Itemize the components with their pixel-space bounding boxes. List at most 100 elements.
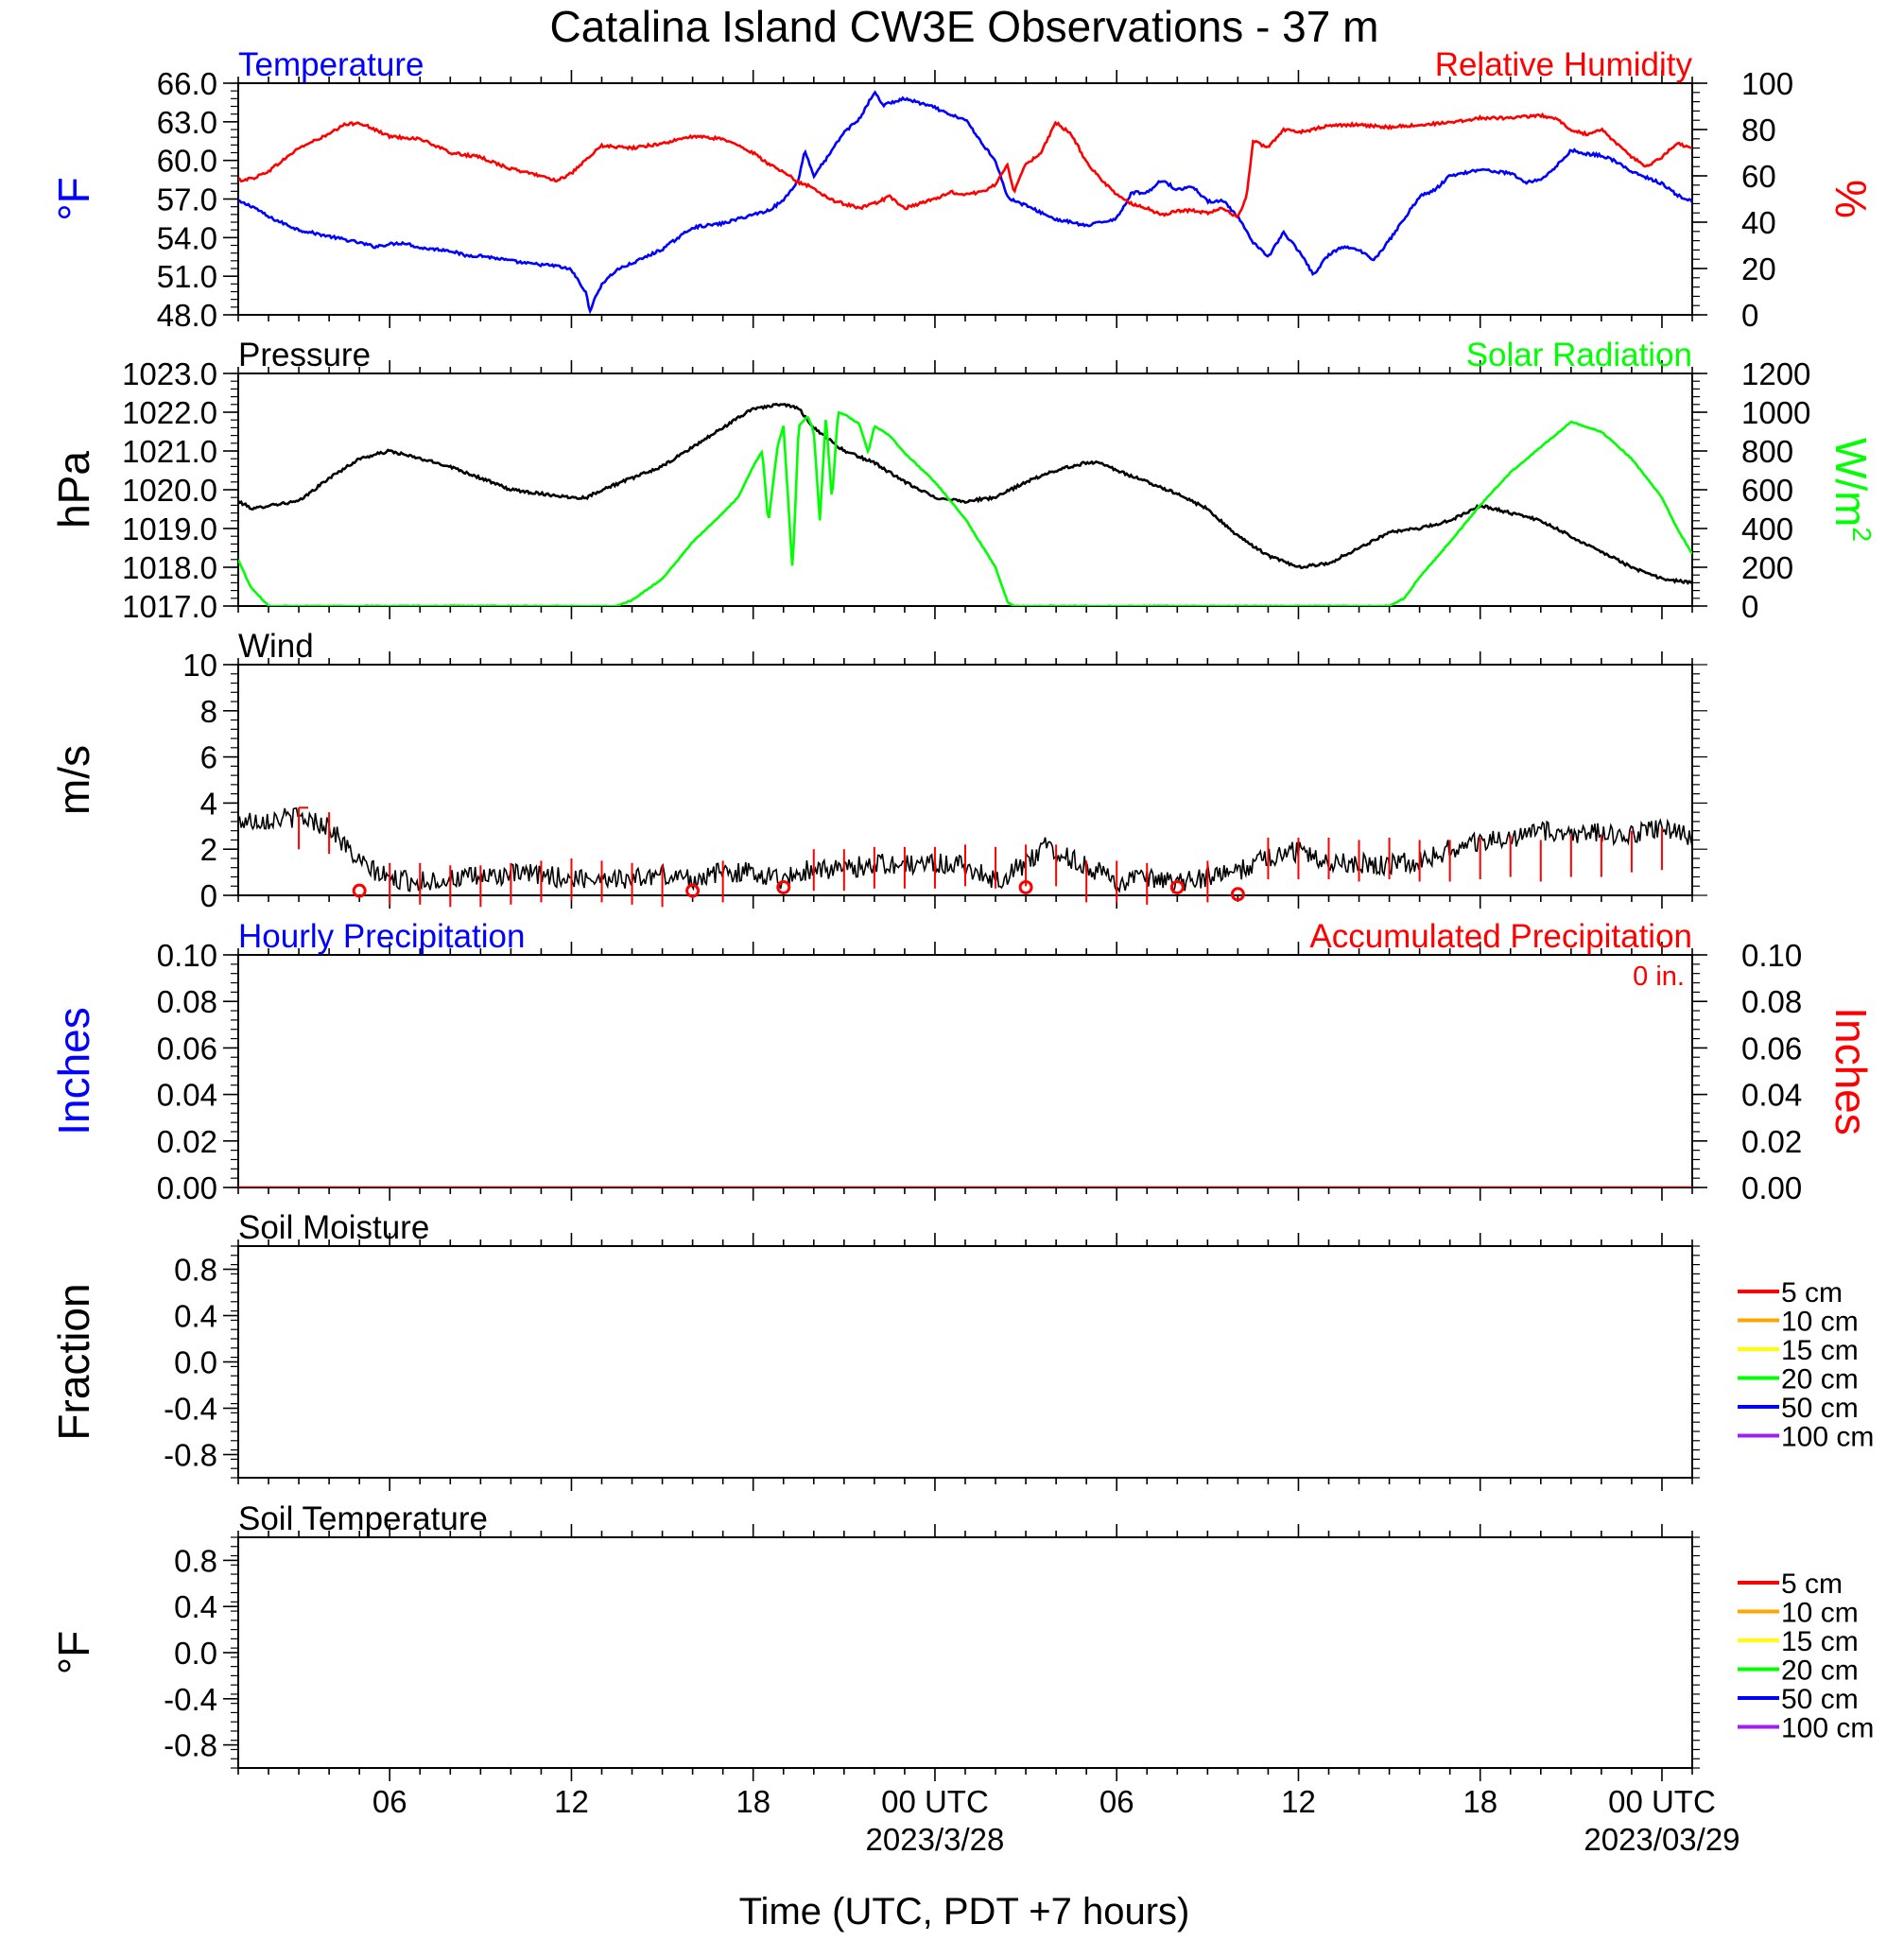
legend-label: 50 cm [1781,1393,1859,1424]
x-tick-label: 00 UTC [881,1784,989,1819]
y-left-tick-label: 2 [200,832,217,867]
y-left-tick-label: 0.0 [174,1636,217,1671]
y-left-tick-label: 63.0 [157,105,217,140]
y-right-axis-label: % [1826,180,1876,218]
y-right-tick-label: 0.10 [1741,938,1802,973]
chart-title: Catalina Island CW3E Observations - 37 m [550,2,1379,51]
y-right-tick-label: 1000 [1741,395,1810,430]
calm-wind-marker [1230,887,1245,902]
y-left-tick-label: 57.0 [157,182,217,217]
y-left-tick-label: 0.0 [174,1345,217,1380]
calm-wind-marker [352,883,367,898]
panel-title-right: Relative Humidity [1435,46,1693,83]
y-right-tick-label: 0.08 [1741,984,1802,1019]
series-line-temperature [238,90,1692,315]
y-right-tick-label: 20 [1741,251,1776,286]
y-right-tick-label: 0.04 [1741,1078,1802,1113]
y-left-tick-label: 8 [200,694,217,729]
legend-label: 100 cm [1781,1422,1874,1453]
panel-title-left: Soil Moisture [238,1209,429,1246]
y-left-tick-label: 0.02 [157,1124,217,1159]
panel-title-left: Temperature [238,46,424,83]
legend-label: 15 cm [1781,1335,1859,1366]
x-tick-label: 12 [1281,1784,1316,1819]
y-left-tick-label: -0.8 [164,1438,217,1473]
y-left-axis-label: Fraction [49,1283,98,1440]
y-left-axis-label: °F [49,177,98,221]
y-left-tick-label: 0.4 [174,1589,217,1624]
y-left-axis-label: °F [49,1631,98,1675]
plot-frame [237,1536,1693,1769]
y-left-tick-label: 1018.0 [122,550,217,585]
y-right-tick-label: 0.06 [1741,1031,1802,1066]
x-axis-label: Time (UTC, PDT +7 hours) [739,1891,1190,1932]
y-left-tick-label: 0.4 [174,1299,217,1334]
y-right-tick-label: 40 [1741,205,1776,240]
y-left-tick-label: -0.8 [164,1728,217,1763]
series-line-solar-radiation [238,410,1692,606]
y-right-tick-label: 600 [1741,473,1793,508]
series-line-relative-humidity [238,112,1692,219]
y-left-tick-label: 51.0 [157,259,217,294]
panel-title-left: Hourly Precipitation [238,918,525,955]
y-left-tick-label: 0.00 [157,1170,217,1205]
calm-wind-marker [1169,879,1185,894]
y-left-tick-label: 60.0 [157,144,217,179]
y-right-tick-label: 80 [1741,113,1776,147]
y-left-tick-label: 0 [200,878,217,913]
y-left-tick-label: 48.0 [157,298,217,333]
y-left-tick-label: 0.8 [174,1543,217,1578]
y-left-tick-label: -0.4 [164,1392,217,1427]
legend-label: 20 cm [1781,1364,1859,1395]
x-tick-label: 06 [1099,1784,1134,1819]
x-tick-label: 18 [736,1784,770,1819]
y-left-tick-label: 6 [200,740,217,775]
y-left-axis-label: m/s [49,745,98,815]
y-left-tick-label: 0.04 [157,1078,217,1113]
y-left-tick-label: 1017.0 [122,589,217,624]
y-right-tick-label: 0 [1741,298,1758,333]
y-left-tick-label: 1022.0 [122,395,217,430]
y-right-tick-label: 60 [1741,159,1776,194]
y-right-tick-label: 200 [1741,550,1793,585]
y-left-tick-label: 10 [182,648,217,683]
plot-frame [237,373,1693,607]
panel-temp_rh: 48.0 51.0 54.057.060.0 63.0 66.0 0 20 40 60 80 100… [49,46,1876,333]
y-left-tick-label: 1020.0 [122,473,217,508]
y-left-tick-label: 4 [200,786,217,821]
y-right-axis-label: W/m2 [1826,438,1877,542]
calm-wind-marker [685,883,701,898]
plot-frame [237,954,1693,1188]
y-left-axis-label: hPa [49,451,98,529]
y-right-tick-label: 1200 [1741,356,1810,391]
legend-label: 5 cm [1781,1568,1843,1600]
panel-title-left: Soil Temperature [238,1500,488,1537]
y-right-tick-label: 0.02 [1741,1124,1802,1159]
plot-frame [237,1245,1693,1479]
calm-wind-marker [776,879,791,894]
y-left-tick-label: 0.06 [157,1031,217,1066]
y-right-axis-label: Inches [1826,1007,1876,1135]
y-left-tick-label: 66.0 [157,66,217,101]
y-left-tick-label: 0.8 [174,1253,217,1288]
panel-soil_moisture: -0.8 -0.4 0.0 0.4 0.8 Soil Moisture Fraction 5 … [49,1209,1874,1491]
y-right-tick-label: 0.00 [1741,1170,1802,1205]
panel-wind: 0 2 4 6 8 10 Wind m/s [49,628,1707,913]
legend-label: 50 cm [1781,1684,1859,1715]
legend-label: 10 cm [1781,1307,1859,1338]
series-line-pressure [238,403,1692,585]
y-right-axis-label-sup: 2 [1847,527,1877,542]
y-left-axis-label: Inches [49,1007,98,1135]
panel-title-right: Accumulated Precipitation [1309,918,1692,955]
y-left-tick-label: 1023.0 [122,356,217,391]
x-tick-label: 12 [554,1784,589,1819]
y-left-tick-label: 0.08 [157,984,217,1019]
x-date-label: 2023/3/28 [866,1822,1005,1857]
x-tick-label: 00 UTC [1608,1784,1716,1819]
y-left-tick-label: 54.0 [157,220,217,255]
x-tick-label: 18 [1463,1784,1497,1819]
y-right-tick-label: 800 [1741,434,1793,469]
